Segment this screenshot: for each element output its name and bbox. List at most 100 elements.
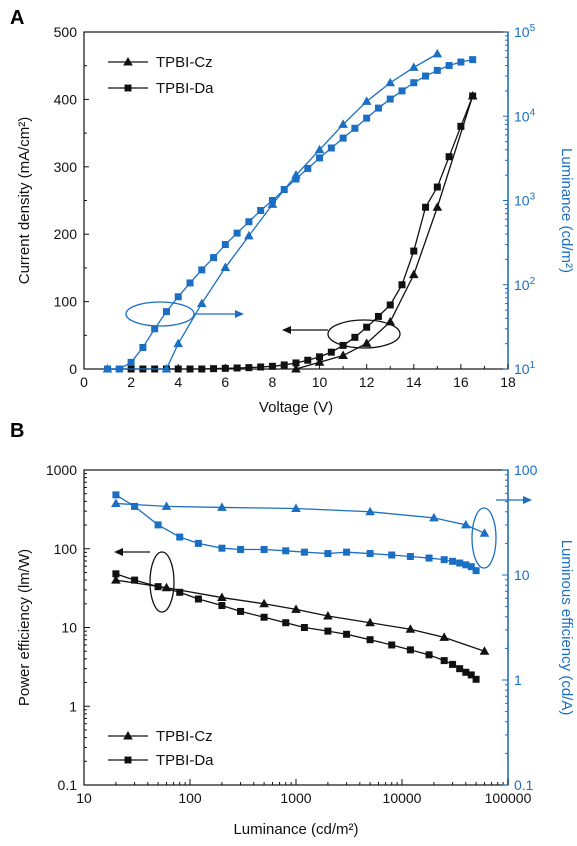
data-point-b-2: [217, 502, 227, 511]
y2-tick-label-a: 102: [514, 276, 536, 293]
y2-tick-label-b: 100: [514, 462, 538, 478]
data-point-b-3: [154, 521, 162, 529]
data-point-b-3: [260, 545, 268, 553]
data-point-a-1: [245, 364, 253, 372]
data-point-a-3: [422, 72, 430, 80]
data-point-a-3: [127, 358, 135, 366]
data-point-a-3: [351, 124, 359, 132]
data-point-b-3: [440, 556, 448, 564]
series-line-a-0: [295, 95, 474, 370]
y-axis-label-a: Current density (mA/cm²): [16, 117, 33, 285]
data-point-b-3: [456, 559, 464, 567]
y2-tick-label-a: 101: [514, 360, 536, 377]
data-point-a-3: [316, 154, 324, 162]
data-point-b-2: [291, 503, 301, 512]
y2-tick-exponent-a: 4: [530, 107, 536, 118]
data-point-b-3: [462, 561, 470, 569]
data-point-a-3: [363, 114, 371, 122]
x-tick-label-b: 10000: [383, 790, 422, 806]
series-line-b-1: [115, 573, 477, 680]
data-point-b-1: [154, 583, 162, 591]
data-point-b-2: [365, 506, 375, 516]
data-point-b-1: [112, 570, 120, 578]
data-point-a-3: [151, 325, 159, 333]
data-point-a-1: [351, 333, 359, 341]
legend-marker-a: [124, 84, 132, 92]
y2-tick-label-b: 1: [514, 672, 522, 688]
data-point-a-3: [445, 62, 453, 70]
y2-tick-label-b: 0.1: [514, 777, 534, 793]
y-tick-label-b: 1: [69, 698, 77, 714]
data-point-a-1: [410, 247, 418, 255]
data-point-a-3: [410, 79, 418, 87]
data-point-a-3: [374, 104, 382, 112]
data-point-b-2: [111, 498, 121, 507]
data-point-b-0: [323, 610, 333, 620]
data-point-b-3: [176, 533, 184, 541]
y-tick-label-b: 0.1: [58, 777, 78, 793]
data-point-b-0: [259, 598, 269, 608]
data-point-a-3: [469, 56, 477, 64]
panel-b: B10 100 1000 10000 1000000.111010010000.1110…: [10, 420, 575, 838]
data-point-b-1: [282, 619, 290, 627]
data-point-a-1: [386, 301, 394, 309]
data-point-a-3: [186, 279, 194, 287]
data-point-a-2: [408, 62, 419, 71]
x-tick-label-a: 16: [453, 374, 469, 390]
data-point-b-1: [343, 630, 351, 638]
data-point-b-3: [131, 502, 139, 510]
data-point-a-3: [457, 58, 465, 66]
data-point-b-1: [324, 627, 332, 635]
annotation-arrowhead-black: [282, 326, 291, 334]
y-tick-label-a: 100: [54, 294, 78, 310]
data-point-a-0: [338, 350, 348, 360]
legend-marker-b: [124, 756, 132, 764]
annotation-arrowhead-blue: [235, 310, 244, 318]
data-point-b-0: [217, 592, 227, 602]
data-point-b-1: [472, 675, 480, 683]
data-point-a-0: [291, 364, 301, 373]
data-point-b-0: [439, 632, 449, 641]
data-point-b-3: [194, 539, 202, 547]
x-tick-label-a: 12: [359, 374, 375, 390]
legend-entry-b: TPBI-Da: [156, 752, 214, 769]
data-point-b-3: [300, 548, 308, 556]
data-point-b-2: [429, 512, 439, 522]
data-point-a-2: [432, 48, 443, 58]
legend-entry-a: TPBI-Cz: [156, 54, 213, 71]
data-point-a-1: [422, 203, 430, 211]
x-tick-label-a: 14: [406, 374, 422, 390]
x-tick-label-b: 100000: [485, 790, 532, 806]
panel-a-label: A: [10, 7, 24, 29]
data-point-a-1: [233, 364, 241, 372]
data-point-a-1: [374, 312, 382, 320]
data-point-a-3: [162, 308, 170, 316]
data-point-b-1: [462, 668, 470, 676]
data-point-a-1: [398, 281, 406, 289]
y-tick-label-a: 500: [54, 24, 78, 40]
data-point-a-2: [161, 364, 172, 373]
data-point-b-0: [405, 624, 416, 633]
data-point-a-1: [445, 153, 453, 161]
data-point-b-3: [324, 550, 332, 558]
y-tick-label-a: 300: [54, 159, 78, 175]
data-point-b-1: [218, 602, 226, 610]
data-point-a-2: [220, 262, 231, 272]
panel-a: A0 2 4 6 8 10 12 14 16 18010020030040050010110210…: [10, 7, 575, 416]
data-point-a-0: [432, 202, 443, 211]
data-point-b-1: [131, 576, 139, 584]
series-line-a-3: [107, 58, 473, 370]
y-tick-label-b: 10: [61, 620, 77, 636]
legend-marker-b: [123, 731, 133, 740]
data-point-a-1: [174, 365, 182, 373]
data-point-a-3: [433, 66, 441, 74]
y2-tick-exponent-a: 2: [530, 276, 536, 287]
data-point-a-1: [186, 365, 194, 373]
data-point-a-3: [280, 186, 288, 194]
annotation-arrowhead-blue-b: [523, 496, 532, 504]
x-tick-label-a: 4: [174, 374, 182, 390]
data-point-b-0: [365, 617, 375, 627]
data-point-b-3: [467, 563, 475, 571]
data-point-a-1: [280, 361, 288, 369]
